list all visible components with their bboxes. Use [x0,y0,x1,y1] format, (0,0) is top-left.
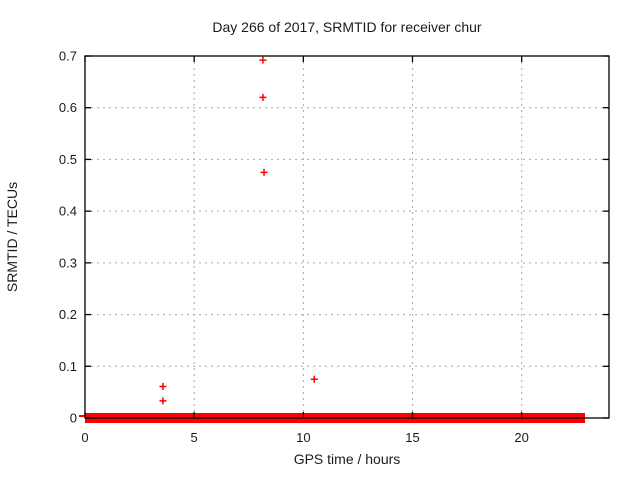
y-tick-label: 0.7 [59,49,77,64]
baseline-band-left-marker-arm [79,415,85,417]
y-tick-label: 0.1 [59,359,77,374]
chart-title: Day 266 of 2017, SRMTID for receiver chu… [212,19,482,35]
data-point-marker [259,93,267,101]
y-tick-label: 0.2 [59,307,77,322]
data-point-marker [159,397,167,405]
y-tick-label: 0.5 [59,152,77,167]
x-axis-label: GPS time / hours [293,451,401,467]
y-tick-label: 0.3 [59,255,77,270]
x-tick-label: 10 [296,430,310,445]
x-tick-label: 0 [81,430,88,445]
data-point-marker [260,168,268,176]
data-point-marker [159,382,167,390]
plot-border [84,55,610,419]
x-tick-label: 5 [191,430,198,445]
x-tick-label: 20 [514,430,528,445]
data-point-marker [259,56,267,64]
y-tick-label: 0 [70,411,77,426]
y-tick-label: 0.6 [59,100,77,115]
y-tick-label: 0.4 [59,204,77,219]
x-tick-label: 15 [405,430,419,445]
data-point-marker [310,375,318,383]
